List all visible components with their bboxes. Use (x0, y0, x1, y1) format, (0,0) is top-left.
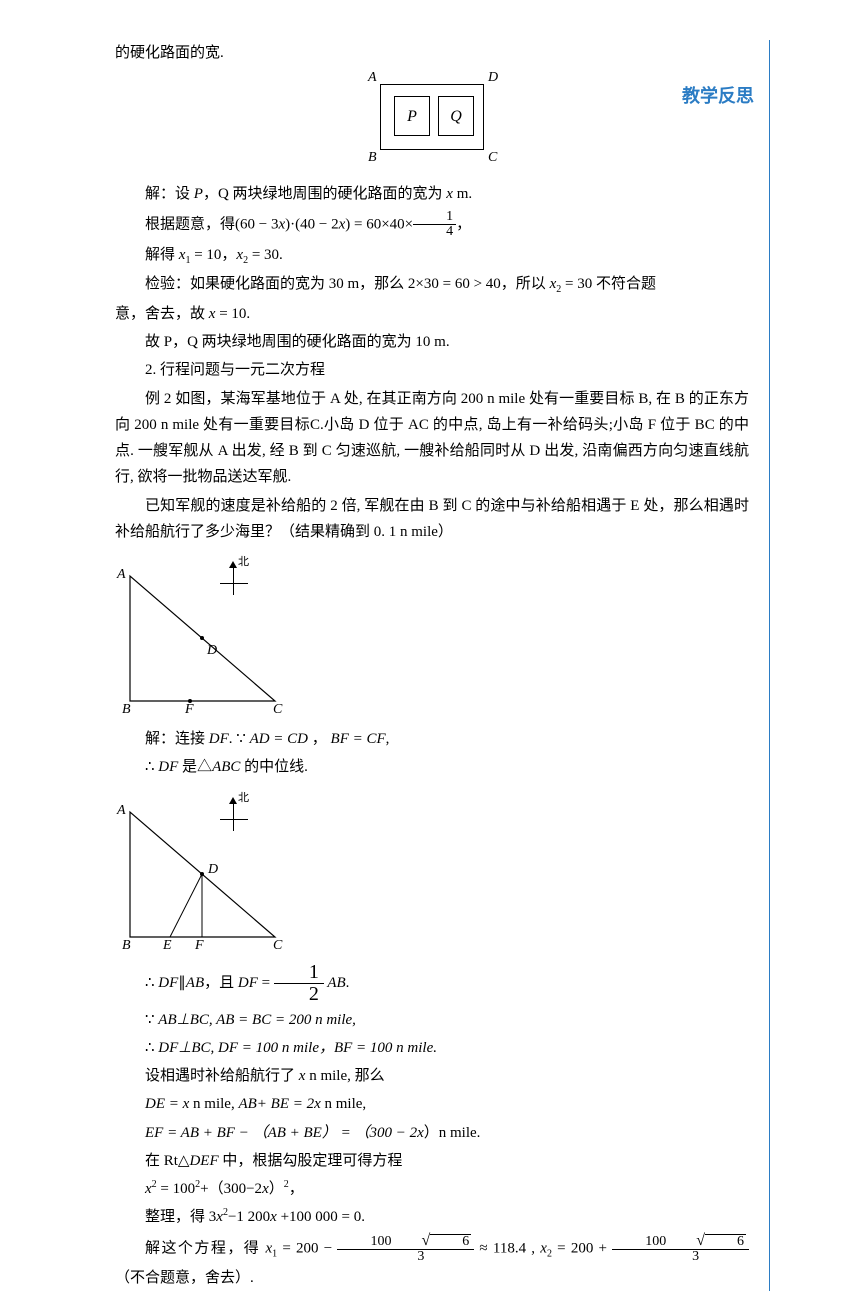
sol2-l2: ∴ DF 是△ABC 的中位线. (115, 754, 749, 780)
ex2-p1: 例 2 如图，某海军基地位于 A 处, 在其正南方向 200 n mile 处有… (115, 386, 749, 491)
triangle-svg-2 (115, 807, 295, 952)
proof-l7: 在 Rt△DEF 中，根据勾股定理可得方程 (115, 1148, 749, 1174)
sidebar-title: 教学反思 (682, 82, 754, 108)
rect-diagram: A D B C P Q (362, 74, 502, 164)
triangle-diagram-2: 北 A B C D E F (115, 789, 315, 954)
sol1-p4b: 意，舍去，故 x = 10. (115, 301, 749, 327)
proof-l8: x2 = 1002+（300−2x）2， (115, 1176, 749, 1202)
ex2-p2: 已知军舰的速度是补给船的 2 倍, 军舰在由 B 到 C 的途中与补给船相遇于 … (115, 493, 749, 546)
figure-pq: A D B C P Q (115, 74, 749, 169)
proof-l3: ∴ DF⊥BC, DF = 100 n mile，BF = 100 n mile… (115, 1035, 749, 1061)
proof-l4: 设相遇时补给船航行了 x n mile, 那么 (115, 1063, 749, 1089)
proof-l5: DE = x n mile, AB+ BE = 2x n mile, (115, 1091, 749, 1117)
label-B: B (368, 150, 377, 166)
proof-l1: ∴ DF∥AB，且 DF = 12 AB. (115, 962, 749, 1005)
main-content: 的硬化路面的宽. A D B C P Q 解：设 P，Q 两块绿地周围的硬化路面… (115, 40, 770, 1291)
sec2-title: 2. 行程问题与一元二次方程 (115, 357, 749, 383)
sol1-p2: 根据题意，得(60 − 3x)·(40 − 2x) = 60×40×14， (115, 210, 749, 240)
sol1-p4a: 检验：如果硬化路面的宽为 30 m，那么 2×30 = 60 > 40，所以 x… (115, 271, 749, 299)
label-A: A (368, 70, 377, 86)
sol1-p3: 解得 x1 = 10，x2 = 30. (115, 242, 749, 270)
label-D: D (488, 70, 498, 86)
sol1-p5: 故 P，Q 两块绿地周围的硬化路面的宽为 10 m. (115, 329, 749, 355)
box-P: P (394, 96, 430, 136)
label-C: C (488, 150, 497, 166)
proof-l6: EF = AB + BF − （AB + BE） = （300 − 2x）n m… (115, 1120, 749, 1146)
triangle-svg-1 (115, 571, 295, 716)
intro-line: 的硬化路面的宽. (115, 40, 749, 66)
sol2-l1: 解：连接 DF. ∵ AD = CD ， BF = CF, (115, 726, 749, 752)
proof-l2: ∵ AB⊥BC, AB = BC = 200 n mile, (115, 1007, 749, 1033)
proof-l10: 解这个方程，得 x1 = 200 − 100√63 ≈ 118.4 , x2 =… (115, 1233, 749, 1291)
proof-l9: 整理，得 3x2−1 200x +100 000 = 0. (115, 1204, 749, 1230)
sol1-p1: 解：设 P，Q 两块绿地周围的硬化路面的宽为 x m. (115, 181, 749, 207)
triangle-diagram-1: 北 A B C D F (115, 553, 315, 718)
box-Q: Q (438, 96, 474, 136)
